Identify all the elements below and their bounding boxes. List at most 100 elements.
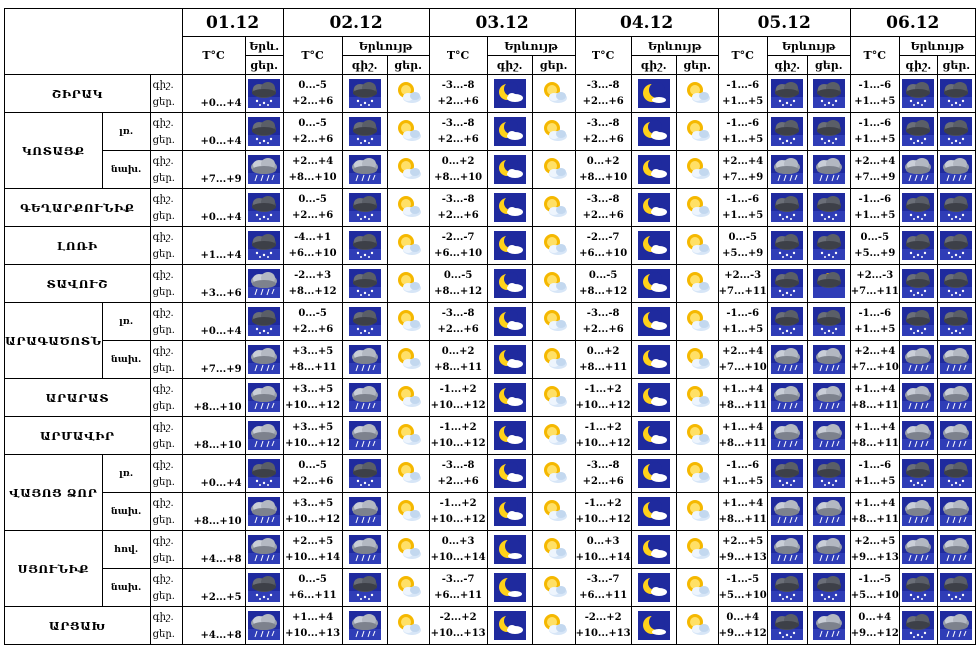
cloud-snow-icon [898, 302, 938, 341]
sun-cloud-icon [531, 150, 576, 189]
cloud-rain-icon [898, 340, 938, 379]
region-row: ՇԻՐԱԿ գիշ. ցեր. +0...+4 0...-5 +2...+6 -3...-8… [4, 74, 976, 113]
cloud-rain-icon [806, 378, 851, 417]
moon-cloud-icon [486, 150, 533, 189]
cloud-snow-icon [936, 112, 976, 151]
day-temp: +1...+5 [722, 133, 764, 145]
day-temp: +6...+11 [579, 589, 628, 601]
day-temp: +5...+9 [722, 247, 764, 259]
moon-cloud-icon [486, 416, 533, 455]
cloud-snow-icon [766, 568, 808, 607]
cloud-rain-icon [936, 492, 976, 531]
cloud-snow-icon [244, 188, 284, 227]
night-temp: 0...+2 [586, 155, 620, 167]
cloud-snow-icon [341, 264, 388, 303]
day-temp: +10...+13 [285, 627, 341, 639]
cloud-snow-icon [806, 112, 851, 151]
temp-range: +3...+5 +10...+12 [282, 378, 343, 417]
cloud-snow-icon [898, 454, 938, 493]
night-temp: -2...+2 [439, 611, 477, 623]
cloud-snow-icon [806, 454, 851, 493]
temp-range: -1...-5 +5...+10 [717, 568, 768, 607]
moon-icon [630, 74, 677, 113]
night-label: գիշ. [152, 497, 174, 509]
night-temp: +3...+5 [292, 383, 334, 395]
day-temp: +2...+6 [582, 209, 624, 221]
phenomenon-header: Երևույթ [630, 36, 719, 56]
night-temp: 0...-5 [728, 231, 757, 243]
day-temp: +7...+11 [850, 285, 899, 297]
day-temp: +1...+5 [722, 95, 764, 107]
cloud-snow-icon [766, 226, 808, 265]
cloud-snow-icon [244, 226, 284, 265]
night-temp: +1...+4 [854, 497, 896, 509]
region-name: ԱՐՄԱՎԻՐ [4, 416, 151, 455]
night-temp: -1...-6 [858, 459, 892, 471]
sun-cloud-icon [675, 454, 719, 493]
night-label: գիշ. [152, 459, 174, 471]
sun-cloud-icon [386, 340, 430, 379]
cloud-rain-icon [244, 606, 284, 645]
night-temp: -2...+2 [584, 611, 622, 623]
day-temp: +2...+6 [582, 95, 624, 107]
day-temp: +2...+6 [292, 323, 334, 335]
temp-range: +1...+4 +8...+11 [849, 492, 900, 531]
sun-cloud-icon [531, 606, 576, 645]
night-temp: -3...-8 [441, 193, 475, 205]
cloud-snow-icon [341, 188, 388, 227]
night-temp: -3...-8 [441, 459, 475, 471]
time-of-day-labels: գիշ. ցեր. [149, 530, 183, 569]
temp-range: -3...-8 +2...+6 [428, 188, 488, 227]
moon-cloud-icon [486, 454, 533, 493]
temp-range: 0...-5 +8...+12 [574, 264, 632, 303]
cloud-rain-icon [341, 378, 388, 417]
day-temp: +7...+9 [722, 171, 764, 183]
night-temp: +2...-3 [724, 269, 762, 281]
time-of-day-labels: գիշ. ցեր. [149, 606, 183, 645]
day-label: ցեր. [152, 96, 175, 108]
sun-cloud-icon [386, 454, 430, 493]
region-name: ՎԱՅՈՑ ՁՈՐ [4, 454, 103, 531]
temp-range: -3...-8 +2...+6 [574, 302, 632, 341]
day-temp: +10...+12 [575, 513, 631, 525]
cloud-rain-icon [341, 150, 388, 189]
day-label: ցեր. [152, 476, 175, 488]
temp-range: 0...-5 +5...+9 [849, 226, 900, 265]
day-temp: +10...+12 [285, 399, 341, 411]
day1-temp: +8...+10 [181, 492, 246, 531]
cloud-rain-icon [766, 416, 808, 455]
night-temp: 0...-5 [298, 307, 327, 319]
phenomenon-header: Երևույթ [486, 36, 576, 56]
night-temp: +2...+4 [292, 155, 334, 167]
temp-range: 0...+4 +9...+12 [849, 606, 900, 645]
night-temp: -1...-6 [726, 193, 760, 205]
day-temp: +6...+11 [434, 589, 483, 601]
cloud-rain-icon [341, 530, 388, 569]
cloud-snow-icon [936, 74, 976, 113]
phenomenon-header: Երևույթ [898, 36, 976, 56]
sun-cloud-icon [531, 302, 576, 341]
sun-cloud-icon [675, 188, 719, 227]
day-temp: +8...+12 [288, 285, 337, 297]
region-name: ԱՐԱԳԱԾՈՏՆ [4, 302, 103, 379]
region-name: ԳԵՂԱՐՔՈՒՆԻՔ [4, 188, 151, 227]
cloud-snow-icon [806, 568, 851, 607]
day-temp: +6...+10 [579, 247, 628, 259]
time-of-day-labels: գիշ. ցեր. [149, 416, 183, 455]
region-name: ԱՐՑԱԽ [4, 606, 151, 645]
temp-range: 0...-5 +2...+6 [282, 74, 343, 113]
day1-temp: +0...+4 [181, 454, 246, 493]
night-temp: +1...+4 [854, 383, 896, 395]
day-temp: +2...+6 [292, 475, 334, 487]
moon-cloud-icon [630, 188, 677, 227]
day1-temp: +8...+10 [181, 378, 246, 417]
temp-range: -1...-6 +1...+5 [717, 188, 768, 227]
day-temp: +7...+10 [850, 361, 899, 373]
sun-cloud-icon [675, 378, 719, 417]
sun-cloud-icon [675, 264, 719, 303]
day1-temp: +0...+4 [181, 74, 246, 113]
temp-range: -1...-6 +1...+5 [717, 112, 768, 151]
night-temp: +3...+5 [292, 497, 334, 509]
night-temp: -4...+1 [294, 231, 332, 243]
time-of-day-labels: գիշ. ցեր. [149, 492, 183, 531]
